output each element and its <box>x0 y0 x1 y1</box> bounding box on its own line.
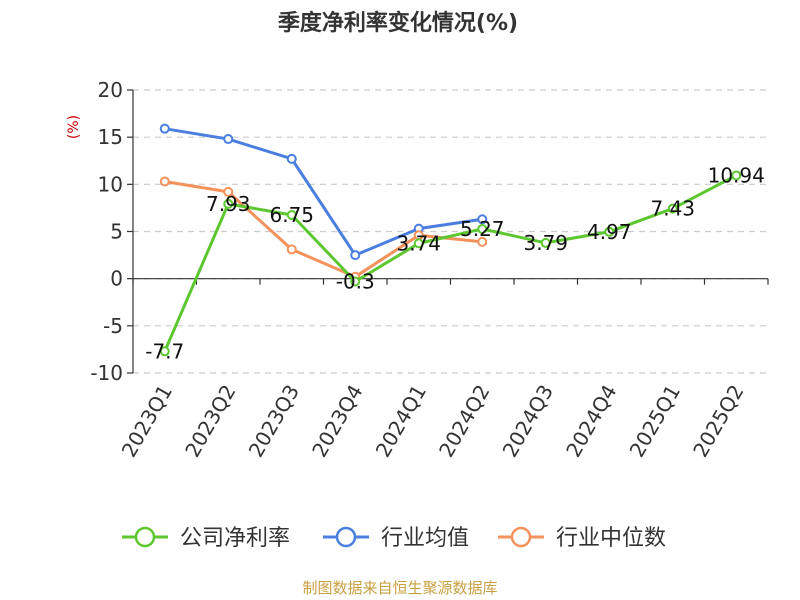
y-tick-label: -5 <box>103 314 123 338</box>
legend-item[interactable]: 公司净利率 <box>122 526 290 551</box>
data-label: 6.75 <box>269 203 314 227</box>
legend-item[interactable]: 行业中位数 <box>498 526 666 551</box>
data-point <box>159 176 170 187</box>
legend-label: 行业均值 <box>381 526 469 551</box>
legend-item[interactable]: 行业均值 <box>323 526 469 551</box>
data-point <box>286 153 297 164</box>
data-point <box>223 186 234 197</box>
y-axis-label: (%) <box>66 115 82 139</box>
data-point <box>286 209 297 220</box>
y-tick-label: -10 <box>90 361 123 385</box>
legend-marker <box>134 526 156 548</box>
x-tick-label: 2024Q2 <box>434 381 494 462</box>
data-label: 4.97 <box>587 220 632 244</box>
data-label: -7.7 <box>145 339 184 363</box>
x-tick-label: 2024Q1 <box>371 381 431 462</box>
series-line <box>164 180 483 279</box>
x-tick-label: 2025Q2 <box>688 381 748 462</box>
y-tick-label: 15 <box>98 125 123 149</box>
x-tick-label: 2023Q2 <box>180 381 240 462</box>
x-tick-label: 2023Q4 <box>307 381 367 462</box>
series-line <box>163 174 737 352</box>
data-label: 3.79 <box>523 231 568 255</box>
series-group <box>159 123 742 357</box>
x-axis: 2023Q1 2023Q2 2023Q3 2023Q4 2024Q1 2024Q2 2024… <box>117 278 769 462</box>
x-tick-label: 2023Q3 <box>244 381 304 462</box>
data-point <box>413 238 424 249</box>
data-point <box>159 123 170 134</box>
x-tick-label: 2024Q3 <box>498 381 558 462</box>
y-tick-label: 5 <box>110 220 123 244</box>
data-label: 5.27 <box>460 217 505 241</box>
source-note: 制图数据来自恒生聚源数据库 <box>302 579 497 597</box>
x-tick-label: 2023Q1 <box>117 381 177 462</box>
legend: 公司净利率 行业均值 行业中位数 <box>122 526 666 551</box>
data-point <box>604 226 615 237</box>
data-point <box>286 244 297 255</box>
data-point <box>223 198 234 209</box>
series-line <box>164 127 483 257</box>
x-tick-label: 2024Q4 <box>561 381 621 462</box>
data-label: -0.3 <box>336 269 375 293</box>
data-label: 7.43 <box>650 197 695 221</box>
y-tick-label: 20 <box>98 78 123 102</box>
data-point <box>540 237 551 248</box>
legend-label: 行业中位数 <box>556 526 666 551</box>
y-axis-ticks: 20 15 10 5 0 -5 -10 <box>90 78 134 385</box>
y-tick-label: 10 <box>98 172 123 196</box>
data-point <box>350 276 361 287</box>
x-tick-label: 2025Q1 <box>625 381 685 462</box>
data-point <box>350 250 361 261</box>
data-point <box>477 236 488 247</box>
legend-marker <box>335 526 357 548</box>
data-point <box>667 203 678 214</box>
data-point <box>159 346 170 357</box>
data-label: 3.74 <box>396 231 441 255</box>
chart-title: 季度净利率变化情况(%) <box>278 10 518 36</box>
data-point <box>731 170 742 181</box>
data-point <box>477 214 488 225</box>
data-label: 7.93 <box>206 192 251 216</box>
y-tick-label: 0 <box>110 267 123 291</box>
grid-lines <box>133 89 768 374</box>
legend-marker <box>510 526 532 548</box>
data-labels: -7.7 7.93 6.75 -0.3 3.74 5.27 3.79 4.97 7.43 10.9… <box>145 163 765 363</box>
legend-label: 公司净利率 <box>180 526 290 551</box>
data-point <box>477 223 488 234</box>
data-label: 10.94 <box>708 163 765 187</box>
data-point <box>223 134 234 145</box>
